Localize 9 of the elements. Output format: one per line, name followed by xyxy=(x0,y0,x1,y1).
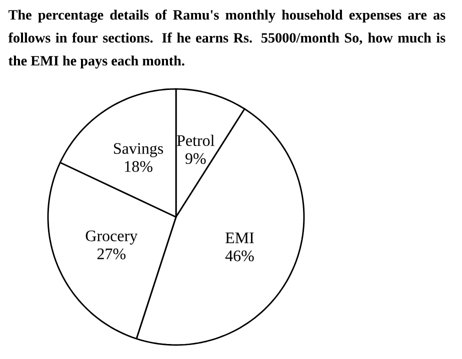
slice-label: Grocery xyxy=(86,230,138,245)
data-label: 46% xyxy=(225,250,254,262)
data-label: 18% xyxy=(125,161,152,172)
slice-label: Petrol xyxy=(176,134,214,146)
slice-label: Savings xyxy=(114,143,164,158)
slice-label: EMI xyxy=(226,232,254,244)
data-label: 27% xyxy=(97,248,126,260)
chart-title: The percentage details of Ramu's monthly household expenses are as follows in four sections. If he earns Rs. 55000/month So, how much is the EMI he pays each month. xyxy=(8,10,446,68)
data-label: 9% xyxy=(185,153,206,164)
